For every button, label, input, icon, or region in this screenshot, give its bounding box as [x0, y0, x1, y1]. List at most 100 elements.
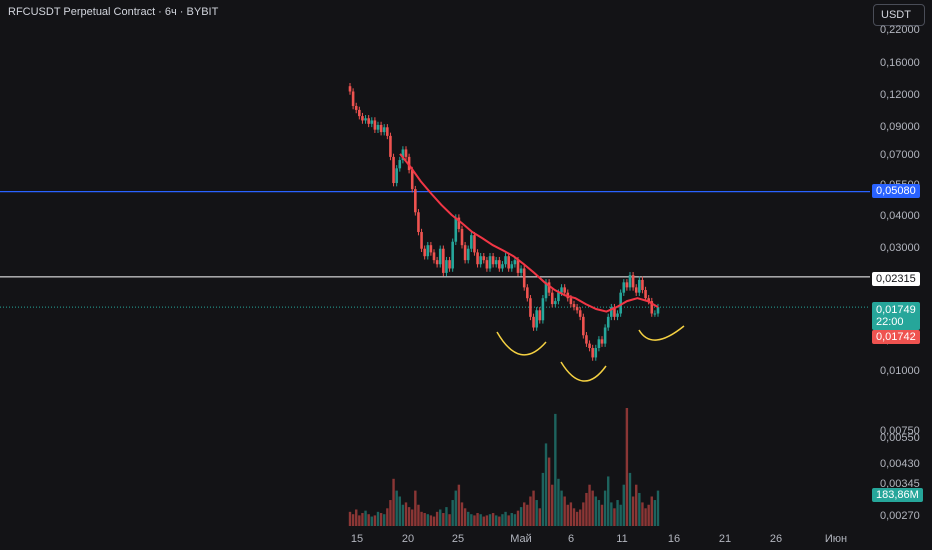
candle-body [414, 189, 417, 213]
blue-line-price-tag: 0,05080 [872, 184, 920, 198]
volume-bar [373, 515, 377, 526]
volume-bar [588, 484, 591, 526]
volume-bar [355, 509, 358, 526]
volume-bar [407, 507, 411, 526]
price-axis-label: 0,01000 [880, 365, 920, 377]
volume-bar [563, 496, 566, 526]
candle-body [457, 217, 461, 229]
candle-body [398, 160, 402, 169]
volume-bar [423, 513, 426, 526]
bar-countdown: 22:00 [876, 316, 904, 328]
volume-bar [638, 492, 641, 526]
candle-body [656, 307, 660, 314]
volume-bar [420, 511, 423, 526]
volume-bar [442, 513, 445, 526]
volume-bar [523, 502, 526, 526]
candle-body [644, 289, 647, 299]
candle-body [572, 304, 576, 308]
time-axis-label: 26 [769, 533, 783, 545]
volume-bar [597, 500, 601, 526]
candle-body [442, 248, 445, 273]
volume-bar [454, 490, 457, 526]
volume-bar [551, 484, 554, 526]
volume-bar [411, 509, 414, 526]
time-axis-label: 20 [401, 533, 415, 545]
time-axis-label: 15 [350, 533, 364, 545]
volume-bar [389, 500, 392, 526]
candle-body [582, 316, 585, 336]
candle-body [532, 316, 535, 328]
candle-body [498, 260, 501, 269]
volume-bar [417, 504, 420, 526]
volume-bar [473, 515, 476, 526]
candle-body [529, 298, 532, 317]
time-axis-label: Июн [824, 533, 848, 545]
candle-body [563, 287, 566, 293]
volume-bar [635, 484, 638, 526]
volume-bar [594, 496, 597, 526]
candle-body [613, 307, 616, 317]
volume-bar [460, 502, 464, 526]
candle-body [423, 248, 426, 257]
pattern-arc-middle[interactable] [560, 361, 607, 382]
volume-bar [479, 514, 482, 526]
volume-bar [582, 502, 585, 526]
price-axis-label: 0,00270 [880, 510, 920, 522]
price-axis-label: 0,03000 [880, 242, 920, 254]
pattern-arc-left[interactable] [496, 331, 547, 356]
volume-bar [498, 516, 501, 526]
candle-body [376, 124, 380, 130]
volume-bar [641, 502, 644, 526]
time-axis-label: 16 [667, 533, 681, 545]
time-axis-label: Май [510, 533, 532, 545]
volume-bar [445, 507, 448, 526]
candle-body [404, 149, 408, 157]
candle-body [600, 339, 604, 344]
candle-body [585, 335, 588, 344]
volume-bar [616, 500, 619, 526]
volume-bar [476, 513, 479, 526]
candle-body [516, 260, 520, 273]
candle-body [501, 264, 504, 269]
candle-body [522, 268, 526, 288]
candle-body [603, 327, 607, 344]
candle-body [485, 260, 489, 269]
candle-body [625, 282, 629, 288]
candle-body [438, 248, 442, 265]
volume-bar [429, 515, 433, 526]
candle-body [550, 292, 554, 305]
price-axis-label: 0,07000 [880, 149, 920, 161]
candle-body [494, 260, 498, 265]
candle-body [466, 248, 470, 261]
candle-body [631, 275, 635, 288]
candle-body [610, 307, 613, 317]
time-axis-label: 25 [451, 533, 465, 545]
candle-body [470, 235, 473, 249]
candle-body [647, 298, 650, 302]
volume-bar [485, 515, 489, 526]
volume-bar [467, 511, 470, 526]
candle-body [510, 264, 514, 269]
volume-bar [370, 516, 373, 526]
volume-bar [482, 516, 485, 526]
candle-body [373, 120, 377, 130]
candle-body [588, 343, 591, 349]
volume-bar [395, 490, 398, 526]
red-price-tag: 0,01742 [872, 330, 920, 344]
candle-body [597, 339, 601, 349]
volume-bar [376, 511, 380, 526]
candle-body [507, 256, 510, 269]
currency-button[interactable]: USDT [873, 4, 925, 26]
candle-body [407, 156, 411, 171]
volume-bar [426, 514, 429, 526]
pattern-arc-right[interactable] [638, 325, 685, 341]
candle-body [358, 109, 361, 117]
price-axis-label: 0,12000 [880, 89, 920, 101]
candle-body [578, 310, 582, 317]
moving-average-line[interactable] [399, 153, 659, 313]
candle-body [575, 307, 579, 311]
volume-bar [451, 500, 454, 526]
white-line-price-tag: 0,02315 [872, 272, 920, 286]
volume-bar [585, 492, 588, 526]
